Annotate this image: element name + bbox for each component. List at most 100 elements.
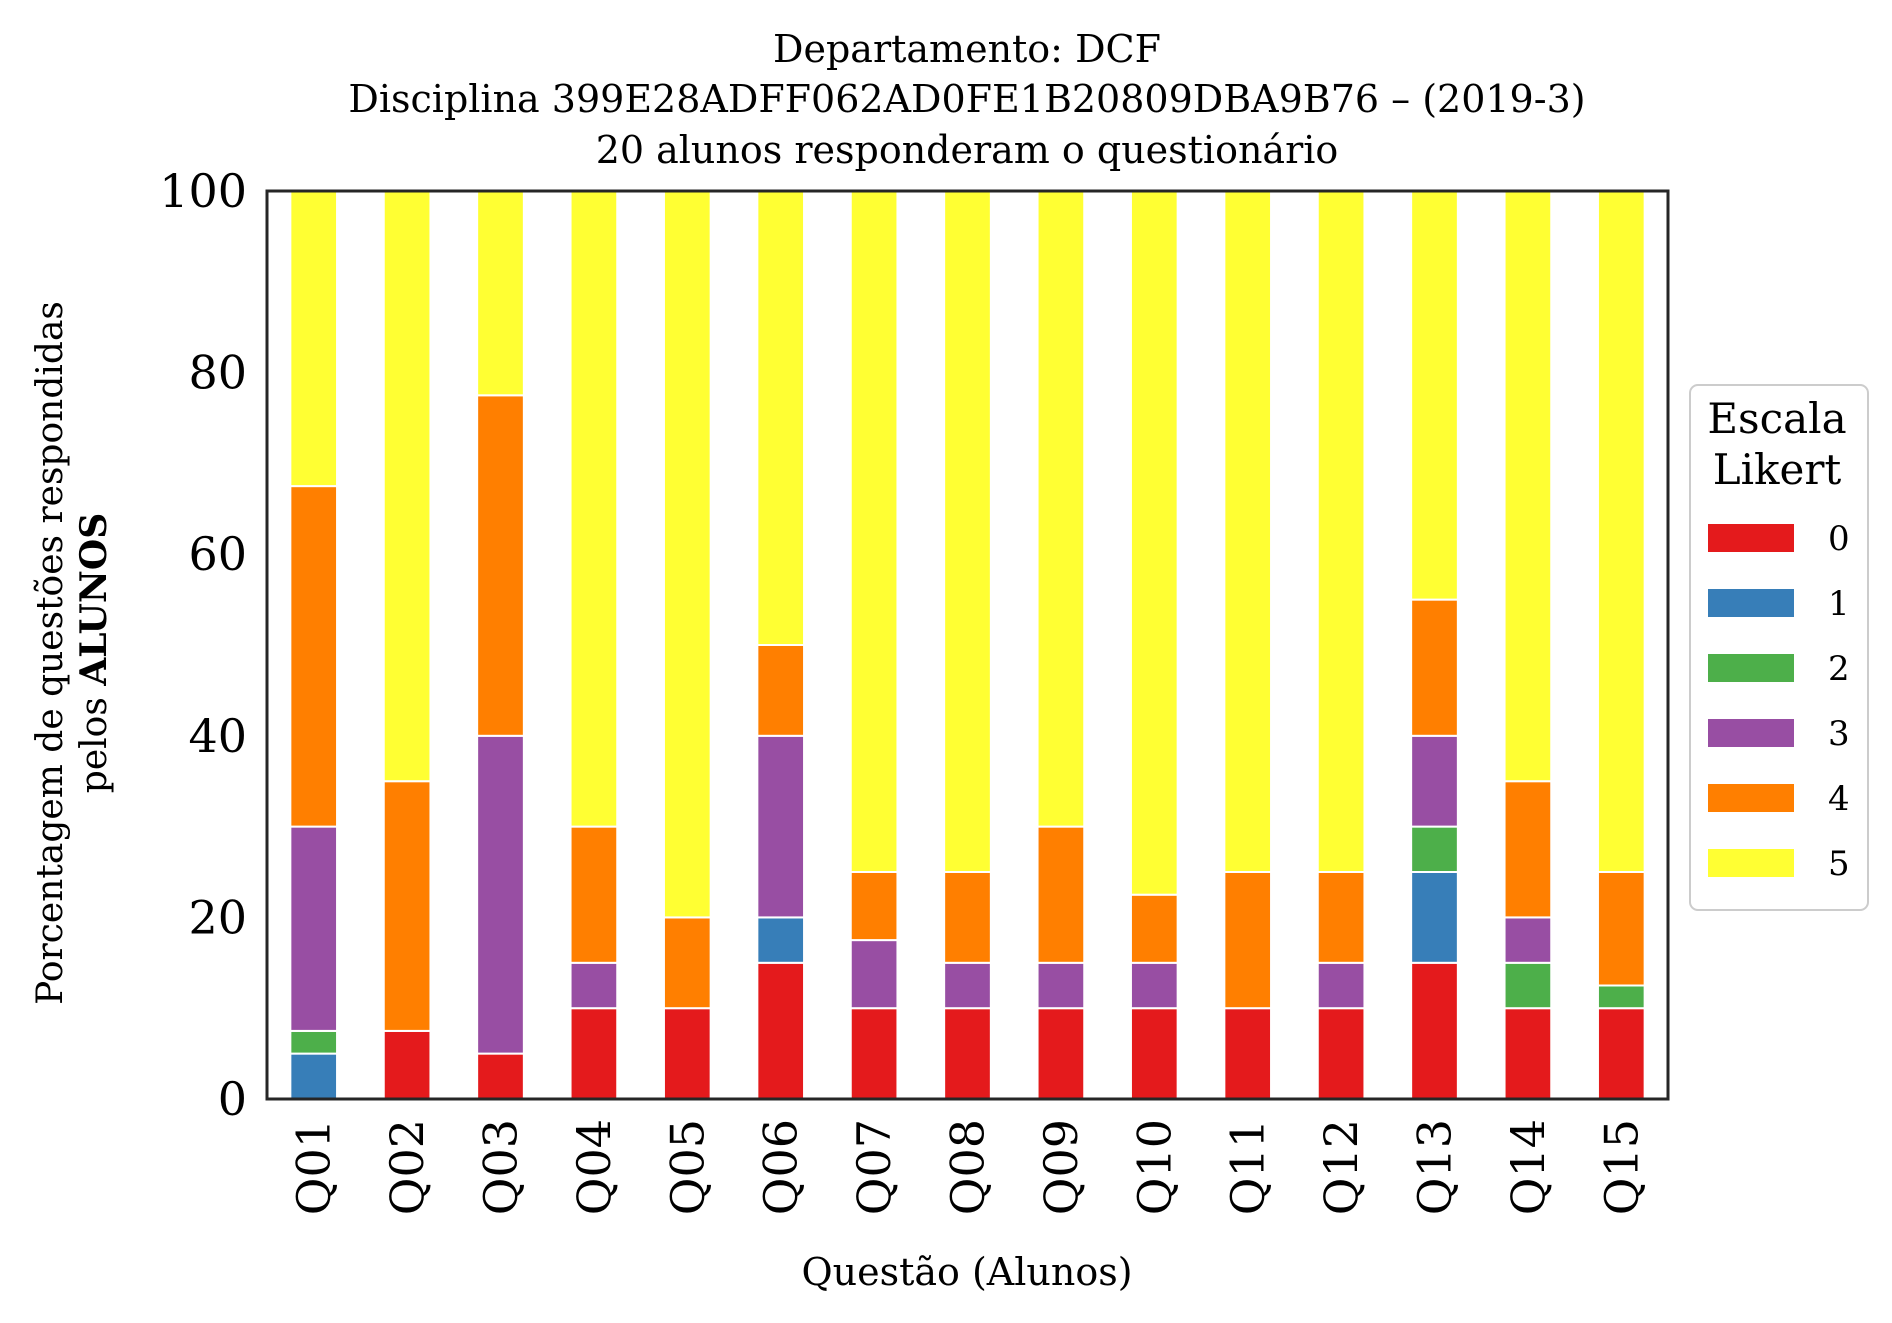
y-axis-label-prefix: pelos [74, 686, 115, 793]
bar-q04-likert-0 [569, 1007, 619, 1101]
bar-q07-likert-5 [849, 190, 899, 873]
x-tick-label-q04: Q04 [567, 1119, 621, 1215]
bar-q14-likert-0 [1503, 1007, 1553, 1101]
bar-q09-likert-3 [1036, 961, 1086, 1010]
bar-q11-likert-0 [1223, 1007, 1273, 1101]
bar-q12-likert-5 [1316, 190, 1366, 873]
x-tick-label-q05: Q05 [660, 1119, 714, 1215]
legend-swatch-4 [1708, 784, 1794, 812]
x-tick-label-q11: Q11 [1221, 1119, 1275, 1215]
legend-swatch-1 [1708, 589, 1794, 617]
bar-q04-likert-4 [569, 825, 619, 964]
bar-q13-likert-4 [1410, 598, 1459, 737]
bar-q05-likert-5 [662, 190, 712, 919]
legend-title-line-2: Likert [1713, 445, 1842, 494]
y-tick-label: 100 [159, 164, 247, 218]
plot-frame [265, 189, 1670, 1101]
bar-q04-likert-3 [569, 961, 619, 1010]
x-tick-label-q02: Q02 [380, 1119, 434, 1215]
y-tick-label: 60 [188, 527, 247, 581]
y-tick-label: 80 [188, 346, 247, 400]
bar-q09-likert-4 [1036, 825, 1086, 964]
bar-q15-likert-4 [1596, 871, 1646, 987]
legend-label-0: 0 [1828, 519, 1850, 559]
x-tick-label-q09: Q09 [1034, 1119, 1088, 1215]
bar-q10-likert-0 [1129, 1007, 1179, 1101]
y-tick-label: 0 [218, 1072, 247, 1126]
y-tick-label: 40 [188, 709, 247, 763]
bar-q07-likert-0 [849, 1007, 899, 1101]
bar-q05-likert-0 [662, 1007, 712, 1101]
bar-q09-likert-5 [1036, 190, 1086, 828]
x-tick-label-q07: Q07 [847, 1119, 901, 1215]
bar-q15-likert-5 [1596, 190, 1646, 873]
x-tick-label-q03: Q03 [474, 1119, 528, 1215]
bar-q15-likert-0 [1596, 1007, 1646, 1101]
y-axis-label-line-1: Porcentagem de questões respondidas [30, 301, 71, 1005]
chart-title: Departamento: DCF Disciplina 399E28ADFF0… [348, 27, 1585, 172]
bar-q02-likert-4 [382, 780, 432, 1032]
bar-q04-likert-5 [569, 190, 619, 828]
bar-q07-likert-4 [849, 871, 899, 942]
bar-q10-likert-4 [1129, 893, 1179, 964]
bar-q14-likert-3 [1503, 916, 1553, 964]
bar-q02-likert-0 [382, 1029, 432, 1101]
x-tick-label-q08: Q08 [941, 1119, 995, 1215]
title-line-2: Disciplina 399E28ADFF062AD0FE1B20809DBA9… [348, 77, 1585, 121]
x-tick-label-q13: Q13 [1408, 1119, 1462, 1215]
bar-q14-likert-5 [1503, 190, 1553, 783]
bar-q01-likert-5 [289, 190, 339, 488]
legend: Escala Likert 0 1 2 3 4 5 [1689, 384, 1869, 911]
x-tick-label-q14: Q14 [1501, 1119, 1555, 1215]
y-tick-label: 20 [188, 890, 247, 944]
legend-label-2: 2 [1828, 649, 1850, 689]
bar-q15-likert-2 [1596, 984, 1646, 1010]
y-axis-label-line-2: pelos ALUNOS [73, 513, 115, 793]
bar-q14-likert-4 [1503, 780, 1553, 919]
x-tick-label-q15: Q15 [1594, 1119, 1648, 1215]
bar-q08-likert-3 [943, 961, 992, 1010]
bar-q01-likert-4 [289, 485, 339, 828]
bar-q12-likert-0 [1316, 1007, 1366, 1101]
legend-title-line-1: Escala [1707, 394, 1846, 443]
bar-q13-likert-5 [1410, 190, 1459, 601]
x-axis-label: Questão (Alunos) [801, 1250, 1132, 1294]
bar-q12-likert-4 [1316, 871, 1366, 964]
bar-q06-likert-4 [756, 644, 806, 737]
y-tick-labels: 0 20 40 60 80 100 [159, 164, 247, 1126]
x-tick-labels: Q01 Q02 Q03 Q04 Q05 Q06 Q07 Q08 Q09 Q10 Q11 Q12 Q13 Q… [287, 1119, 1649, 1215]
x-tick-label-q12: Q12 [1314, 1119, 1368, 1215]
bar-q10-likert-3 [1129, 961, 1179, 1010]
legend-swatch-0 [1708, 524, 1794, 552]
bar-q03-likert-0 [476, 1052, 525, 1100]
bars-layer [289, 190, 1646, 1101]
x-tick-label-q06: Q06 [754, 1119, 808, 1215]
title-line-1: Departamento: DCF [773, 27, 1161, 71]
bar-q07-likert-3 [849, 939, 899, 1010]
bar-q02-likert-5 [382, 190, 432, 783]
legend-label-5: 5 [1828, 844, 1850, 884]
bar-q03-likert-4 [476, 394, 525, 737]
legend-label-1: 1 [1828, 584, 1850, 624]
bar-q11-likert-5 [1223, 190, 1273, 873]
bar-q01-likert-3 [289, 825, 339, 1032]
title-line-3: 20 alunos responderam o questionário [596, 128, 1339, 172]
bar-q06-likert-5 [756, 190, 806, 646]
bar-q09-likert-0 [1036, 1007, 1086, 1101]
bar-q10-likert-5 [1129, 190, 1179, 896]
bar-q06-likert-0 [756, 961, 806, 1100]
legend-swatch-3 [1708, 719, 1794, 747]
legend-swatch-2 [1708, 654, 1794, 682]
bar-q01-likert-1 [289, 1052, 339, 1100]
bar-q12-likert-3 [1316, 961, 1366, 1010]
bar-q14-likert-2 [1503, 961, 1553, 1010]
bar-q08-likert-5 [943, 190, 992, 873]
bar-q06-likert-3 [756, 734, 806, 919]
bar-q13-likert-0 [1410, 961, 1459, 1100]
legend-label-3: 3 [1828, 714, 1850, 754]
legend-items: 0 1 2 3 4 5 [1708, 519, 1850, 884]
bar-q13-likert-3 [1410, 734, 1459, 828]
x-tick-label-q01: Q01 [287, 1119, 341, 1215]
bar-q11-likert-4 [1223, 871, 1273, 1010]
